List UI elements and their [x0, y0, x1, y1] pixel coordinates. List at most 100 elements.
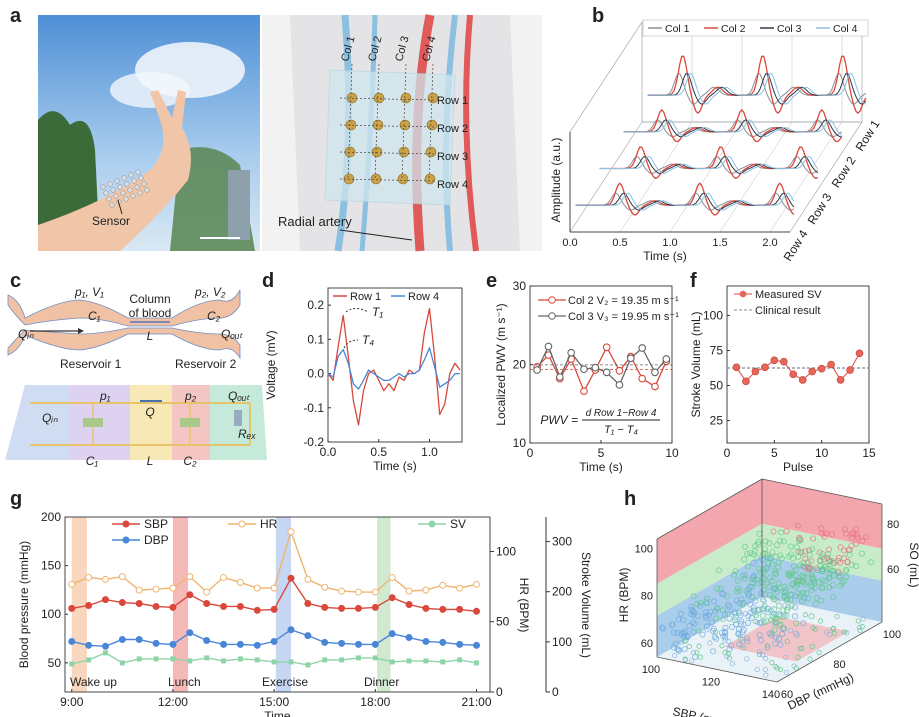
- data-point: [858, 550, 865, 557]
- data-point: [118, 636, 126, 643]
- projected-point: [797, 646, 803, 652]
- data-point: [731, 617, 738, 624]
- data-point: [638, 374, 647, 383]
- data-point: [817, 364, 826, 373]
- legend-item: Row 1: [350, 291, 381, 303]
- depth-label: Row 2: [829, 154, 859, 191]
- y-axis-label: Blood pressure (mmHg): [17, 541, 31, 668]
- data-point: [726, 603, 733, 610]
- data-point: [732, 568, 739, 575]
- data-point: [684, 634, 691, 641]
- data-point: [824, 554, 831, 561]
- projected-point: [856, 624, 862, 631]
- y-tick-label: -0.1: [303, 401, 324, 415]
- data-point: [779, 357, 788, 366]
- wave-row4-col2: [575, 182, 795, 216]
- y-tick-label: 25: [710, 414, 724, 428]
- legend-item: SV: [450, 517, 466, 531]
- x-tick-label: 140: [762, 689, 780, 701]
- data-point: [800, 620, 807, 627]
- legend-item: Col 3: [777, 23, 802, 35]
- data-point: [253, 606, 261, 614]
- projected-point: [722, 637, 728, 644]
- projected-point: [764, 642, 770, 649]
- data-point: [762, 550, 769, 557]
- legend: [642, 19, 869, 37]
- x-tick-label: 5: [598, 446, 605, 460]
- data-point: [796, 538, 803, 545]
- grid-line: [569, 21, 643, 133]
- y-tick-label: 200: [41, 510, 61, 524]
- projected-point: [742, 611, 748, 617]
- data-point: [691, 620, 698, 627]
- x-tick-label: 10: [665, 446, 679, 460]
- data-point: [703, 600, 710, 607]
- projected-point: [741, 621, 747, 627]
- x-axis-label: Time (s): [643, 249, 687, 263]
- data-point: [863, 534, 870, 541]
- data-point: [691, 609, 698, 616]
- data-point: [322, 657, 328, 663]
- data-point: [818, 525, 825, 532]
- projected-point: [827, 632, 833, 638]
- data-point: [388, 630, 396, 638]
- data-point: [772, 567, 779, 574]
- data-point: [800, 589, 807, 596]
- legend-marker: [739, 290, 747, 298]
- data-point: [745, 563, 752, 570]
- qin-label: Qᵢₙ: [42, 411, 58, 425]
- data-point: [765, 609, 772, 616]
- data-point: [854, 534, 861, 541]
- qout-label: Qₒᵤₜ: [228, 389, 250, 403]
- data-point: [831, 572, 838, 579]
- data-point: [841, 526, 848, 533]
- projected-point: [809, 643, 815, 649]
- data-point: [821, 562, 828, 569]
- data-point: [761, 363, 769, 372]
- data-point: [746, 583, 753, 590]
- floor-region: [724, 616, 849, 662]
- data-point: [776, 584, 783, 591]
- data-point: [684, 633, 691, 640]
- data-point: [798, 376, 807, 384]
- y-axis-label: Stroke Volume (mL): [689, 311, 703, 417]
- projected-point: [774, 665, 780, 671]
- data-point: [69, 661, 75, 667]
- data-point: [799, 598, 806, 605]
- data-point: [456, 584, 464, 592]
- data-point: [787, 543, 794, 550]
- data-point: [304, 632, 312, 640]
- data-point: [806, 551, 813, 558]
- data-point: [819, 568, 826, 575]
- sensor-dot: [106, 196, 112, 202]
- data-point: [237, 656, 243, 662]
- pointer-line: [339, 229, 413, 241]
- data-point: [710, 648, 717, 655]
- data-point: [836, 574, 843, 581]
- projected-point: [753, 610, 759, 616]
- data-point: [85, 601, 93, 609]
- data-point: [236, 602, 244, 610]
- data-point: [651, 368, 659, 377]
- data-point: [805, 570, 812, 577]
- projected-point: [794, 632, 800, 638]
- data-point: [836, 376, 845, 384]
- data-point: [152, 639, 160, 647]
- data-point: [135, 636, 143, 643]
- data-point: [802, 555, 809, 562]
- data-point: [719, 590, 726, 597]
- side-wall-band: [762, 555, 882, 622]
- data-point: [371, 588, 379, 596]
- data-point: [405, 601, 413, 608]
- data-point: [810, 578, 817, 585]
- data-point: [792, 613, 799, 620]
- capacitor: [83, 418, 103, 427]
- data-point: [767, 591, 774, 598]
- z-axis-label: HR (BPM): [617, 568, 631, 623]
- box-edge: [776, 621, 883, 683]
- data-point: [651, 382, 659, 391]
- data-point: [254, 657, 260, 663]
- depth-label: Row 4: [781, 227, 811, 264]
